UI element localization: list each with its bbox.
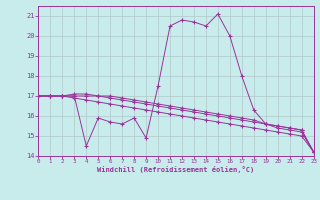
X-axis label: Windchill (Refroidissement éolien,°C): Windchill (Refroidissement éolien,°C): [97, 166, 255, 173]
